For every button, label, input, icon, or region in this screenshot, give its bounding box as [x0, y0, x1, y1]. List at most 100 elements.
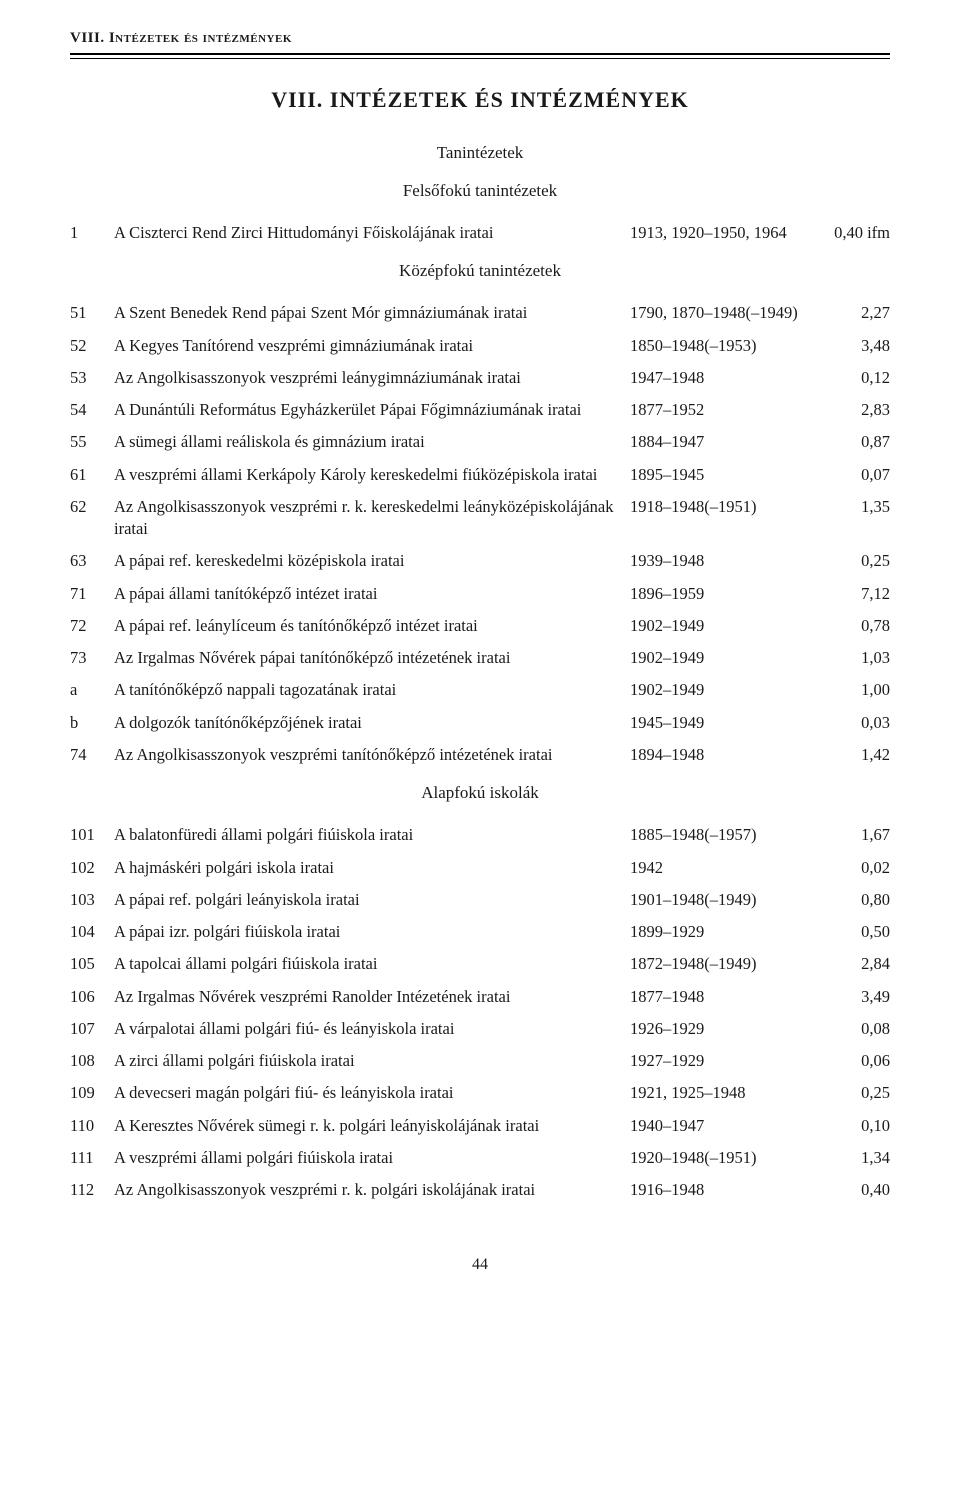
- row-id: 111: [70, 1142, 114, 1174]
- row-id: 1: [70, 217, 114, 249]
- row-desc: A zirci állami polgári fiúiskola iratai: [114, 1045, 630, 1077]
- row-date: 1896–1959: [630, 578, 810, 610]
- row-id: 112: [70, 1174, 114, 1206]
- row-desc: A tapolcai állami polgári fiúiskola irat…: [114, 948, 630, 980]
- row-value: 0,25: [810, 1077, 890, 1109]
- row-id: 61: [70, 459, 114, 491]
- subrow-value: 1,00: [810, 674, 890, 706]
- row-value: 3,49: [810, 981, 890, 1013]
- row-date: 1926–1929: [630, 1013, 810, 1045]
- row-id: 71: [70, 578, 114, 610]
- row-desc: A Szent Benedek Rend pápai Szent Mór gim…: [114, 297, 630, 329]
- table-row: 55A sümegi állami reáliskola és gimnáziu…: [70, 426, 890, 458]
- row-desc: Az Irgalmas Nővérek veszprémi Ranolder I…: [114, 981, 630, 1013]
- row-desc: Az Irgalmas Nővérek pápai tanítónőképző …: [114, 642, 630, 674]
- row-id: 103: [70, 884, 114, 916]
- row-desc: A devecseri magán polgári fiú- és leányi…: [114, 1077, 630, 1109]
- table-row: 101A balatonfüredi állami polgári fiúisk…: [70, 819, 890, 851]
- row-desc: A pápai ref. polgári leányiskola iratai: [114, 884, 630, 916]
- row-desc: A Kegyes Tanítórend veszprémi gimnáziumá…: [114, 330, 630, 362]
- row-value: 0,25: [810, 545, 890, 577]
- row-date: 1884–1947: [630, 426, 810, 458]
- row-value: 7,12: [810, 578, 890, 610]
- row-desc: A Ciszterci Rend Zirci Hittudományi Főis…: [114, 217, 630, 249]
- row-date: 1913, 1920–1950, 1964: [630, 217, 810, 249]
- row-date: 1920–1948(–1951): [630, 1142, 810, 1174]
- table-row: 105A tapolcai állami polgári fiúiskola i…: [70, 948, 890, 980]
- row-date: 1790, 1870–1948(–1949): [630, 297, 810, 329]
- row-id: 105: [70, 948, 114, 980]
- table-row: 53Az Angolkisasszonyok veszprémi leánygi…: [70, 362, 890, 394]
- row-value: 1,34: [810, 1142, 890, 1174]
- row-date: 1918–1948(–1951): [630, 491, 810, 546]
- table-row: 1A Ciszterci Rend Zirci Hittudományi Fői…: [70, 217, 890, 249]
- row-desc: Az Angolkisasszonyok veszprémi r. k. pol…: [114, 1174, 630, 1206]
- row-id: 108: [70, 1045, 114, 1077]
- listing-table: 1A Ciszterci Rend Zirci Hittudományi Fői…: [70, 217, 890, 249]
- row-id: 106: [70, 981, 114, 1013]
- row-date: 1877–1948: [630, 981, 810, 1013]
- table-row: 63A pápai ref. kereskedelmi középiskola …: [70, 545, 890, 577]
- page-number: 44: [70, 1256, 890, 1274]
- row-value: 0,78: [810, 610, 890, 642]
- row-value: 0,10: [810, 1110, 890, 1142]
- listing-table: 101A balatonfüredi állami polgári fiúisk…: [70, 819, 890, 1206]
- row-desc: A pápai ref. leánylíceum és tanítónőképz…: [114, 610, 630, 642]
- header-rule: [70, 53, 890, 59]
- row-date: 1927–1929: [630, 1045, 810, 1077]
- table-row: 71A pápai állami tanítóképző intézet ira…: [70, 578, 890, 610]
- row-desc: A veszprémi állami Kerkápoly Károly kere…: [114, 459, 630, 491]
- row-date: 1872–1948(–1949): [630, 948, 810, 980]
- page-title: VIII. INTÉZETEK ÉS INTÉZMÉNYEK: [70, 87, 890, 113]
- row-date: 1916–1948: [630, 1174, 810, 1206]
- table-row: 107A várpalotai állami polgári fiú- és l…: [70, 1013, 890, 1045]
- table-row: 106Az Irgalmas Nővérek veszprémi Ranolde…: [70, 981, 890, 1013]
- subsection-heading: Felsőfokú tanintézetek: [70, 181, 890, 201]
- row-desc: Az Angolkisasszonyok veszprémi leánygimn…: [114, 362, 630, 394]
- section-heading: Tanintézetek: [70, 143, 890, 163]
- row-desc: A Dunántúli Református Egyházkerület Páp…: [114, 394, 630, 426]
- row-date: 1940–1947: [630, 1110, 810, 1142]
- table-row: 61A veszprémi állami Kerkápoly Károly ke…: [70, 459, 890, 491]
- table-row: 62Az Angolkisasszonyok veszprémi r. k. k…: [70, 491, 890, 546]
- row-value: 0,08: [810, 1013, 890, 1045]
- row-value: 2,27: [810, 297, 890, 329]
- row-value: 0,02: [810, 852, 890, 884]
- table-row: 109A devecseri magán polgári fiú- és leá…: [70, 1077, 890, 1109]
- table-row: 74Az Angolkisasszonyok veszprémi tanítón…: [70, 739, 890, 771]
- table-row: 103A pápai ref. polgári leányiskola irat…: [70, 884, 890, 916]
- row-value: 0,07: [810, 459, 890, 491]
- row-desc: Az Angolkisasszonyok veszprémi tanítónők…: [114, 739, 630, 771]
- table-row: 104A pápai izr. polgári fiúiskola iratai…: [70, 916, 890, 948]
- row-date: 1921, 1925–1948: [630, 1077, 810, 1109]
- row-desc: A pápai ref. kereskedelmi középiskola ir…: [114, 545, 630, 577]
- table-row: 111A veszprémi állami polgári fiúiskola …: [70, 1142, 890, 1174]
- row-id: 52: [70, 330, 114, 362]
- row-date: 1877–1952: [630, 394, 810, 426]
- row-desc: A pápai állami tanítóképző intézet irata…: [114, 578, 630, 610]
- row-date: 1850–1948(–1953): [630, 330, 810, 362]
- subrow-id: b: [70, 707, 114, 739]
- content-body: Tanintézetek Felsőfokú tanintézetek 1A Cis…: [70, 143, 890, 1206]
- row-value: 0,40: [810, 1174, 890, 1206]
- subsection-heading: Középfokú tanintézetek: [70, 261, 890, 281]
- row-value: 1,42: [810, 739, 890, 771]
- running-header: VIII. Intézetek és intézmények: [70, 30, 890, 47]
- table-row: 73Az Irgalmas Nővérek pápai tanítónőképz…: [70, 642, 890, 674]
- row-id: 54: [70, 394, 114, 426]
- subsection-heading: Alapfokú iskolák: [70, 783, 890, 803]
- table-row: 72A pápai ref. leánylíceum és tanítónőké…: [70, 610, 890, 642]
- row-id: 53: [70, 362, 114, 394]
- row-id: 63: [70, 545, 114, 577]
- row-value: 0,80: [810, 884, 890, 916]
- row-desc: A pápai izr. polgári fiúiskola iratai: [114, 916, 630, 948]
- subrow-desc: A dolgozók tanítónőképzőjének iratai: [114, 707, 630, 739]
- table-row: 112Az Angolkisasszonyok veszprémi r. k. …: [70, 1174, 890, 1206]
- row-date: 1885–1948(–1957): [630, 819, 810, 851]
- table-row: 52A Kegyes Tanítórend veszprémi gimnáziu…: [70, 330, 890, 362]
- row-date: 1901–1948(–1949): [630, 884, 810, 916]
- table-row: 102A hajmáskéri polgári iskola iratai194…: [70, 852, 890, 884]
- table-row: 51A Szent Benedek Rend pápai Szent Mór g…: [70, 297, 890, 329]
- row-id: 101: [70, 819, 114, 851]
- row-id: 107: [70, 1013, 114, 1045]
